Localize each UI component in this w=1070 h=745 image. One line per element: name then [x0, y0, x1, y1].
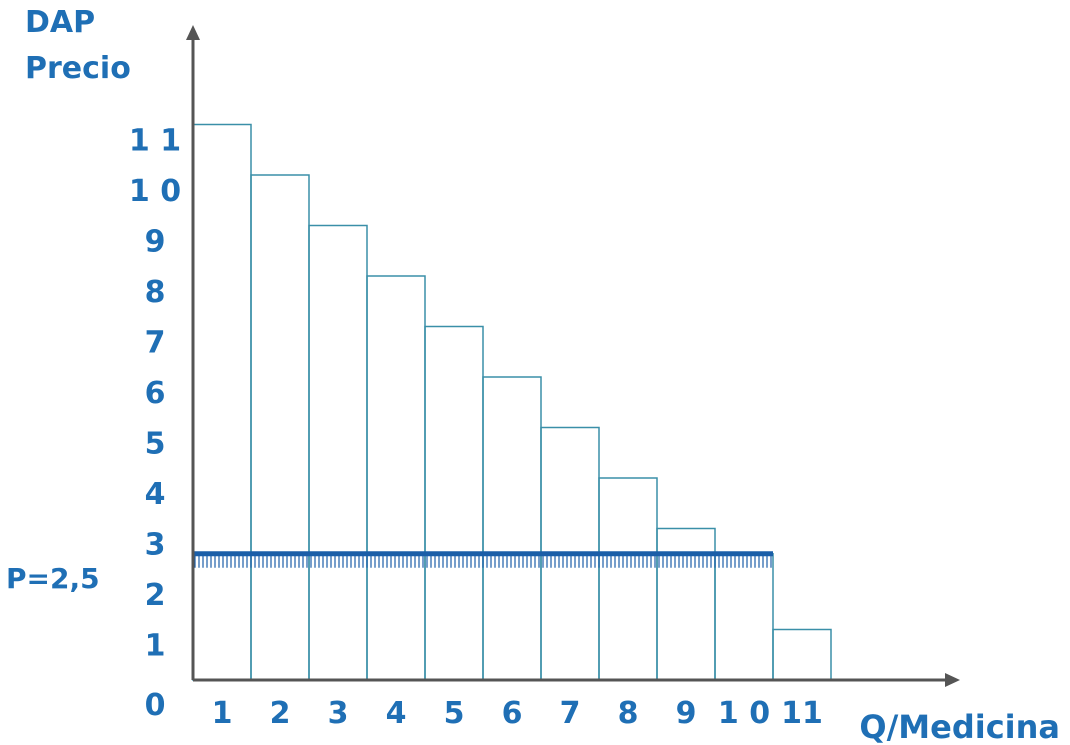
bar-9 [656, 527, 716, 681]
bars-group [192, 123, 832, 681]
price-label: P=2,5 [6, 562, 100, 595]
x-tick-labels: 1 2 3 4 5 6 7 8 9 1 0 11 [212, 696, 823, 731]
x-tick-label: 1 [212, 696, 233, 731]
y-tick-label: 1 [145, 629, 166, 664]
x-tick-label: 7 [560, 696, 581, 731]
y-tick-label: 8 [145, 275, 166, 310]
y-tick-label: 6 [145, 376, 166, 411]
y-tick-label: 2 [145, 578, 166, 613]
y-tick-label: 1 0 [129, 174, 181, 209]
x-axis-arrow-icon [945, 673, 960, 687]
bar-2 [250, 174, 310, 681]
x-tick-label: 8 [618, 696, 639, 731]
x-tick-label: 3 [328, 696, 349, 731]
y-tick-label: 4 [145, 477, 166, 512]
y-tick-label: 3 [145, 528, 166, 563]
y-axis-arrow-icon [186, 25, 200, 40]
bar-3 [308, 224, 368, 681]
x-tick-label: 2 [270, 696, 291, 731]
bar-10 [714, 553, 774, 681]
y-tick-labels: 0 1 2 3 4 5 6 7 8 9 1 0 1 1 [129, 124, 181, 724]
y-title-line2: Precio [25, 51, 131, 86]
bar-4 [366, 275, 426, 681]
y-tick-label: 5 [145, 427, 166, 462]
price-line-group [193, 551, 773, 568]
x-tick-label: 5 [444, 696, 465, 731]
x-tick-label: 6 [502, 696, 523, 731]
x-tick-label: 11 [781, 696, 823, 731]
y-tick-label: 7 [145, 326, 166, 361]
x-tick-label: 9 [676, 696, 697, 731]
y-tick-label: 0 [145, 688, 166, 723]
x-tick-label: 4 [386, 696, 407, 731]
y-title-line1: DAP [25, 5, 95, 40]
bar-11 [772, 628, 832, 681]
x-tick-label: 1 0 [718, 696, 770, 731]
axes-group [186, 25, 960, 687]
bar-6 [482, 376, 542, 681]
y-tick-label: 9 [145, 225, 166, 260]
bar-5 [424, 325, 484, 681]
y-tick-label: 1 1 [129, 124, 181, 159]
bar-1 [192, 123, 252, 681]
bar-8 [598, 477, 658, 681]
x-title: Q/Medicina [859, 708, 1060, 745]
